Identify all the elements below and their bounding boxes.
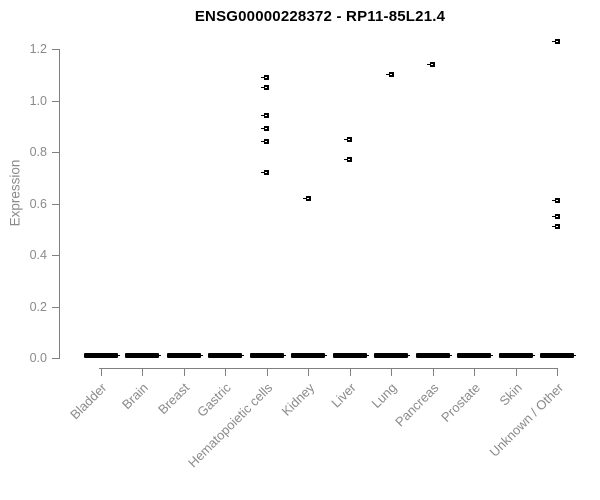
y-tick-mark: [52, 152, 59, 153]
y-axis-label: Expression: [7, 159, 23, 227]
zero-expression-dash: [84, 353, 120, 358]
y-tick-label: 1.2: [29, 42, 47, 56]
y-tick-mark: [52, 203, 59, 205]
x-category-label: Skin: [495, 380, 525, 409]
zero-expression-dash: [415, 353, 452, 358]
y-tick-label: 1.0: [29, 93, 47, 108]
data-point: [302, 195, 311, 201]
y-tick-mark: [52, 306, 59, 308]
x-tick-mark: [101, 369, 102, 376]
x-category-label: Bladder: [67, 380, 110, 423]
data-point: [261, 170, 270, 176]
zero-expression-dash: [540, 353, 577, 358]
data-point: [551, 38, 560, 44]
x-tick-mark: [142, 369, 144, 376]
zero-expression-dash: [498, 353, 535, 358]
data-point: [551, 198, 560, 204]
x-category-label: Gastric: [194, 380, 235, 420]
zero-expression-dash: [374, 353, 411, 358]
x-tick-mark: [183, 369, 185, 376]
x-category-label: Liver: [327, 380, 359, 411]
x-tick-mark: [225, 369, 227, 376]
data-point: [261, 85, 270, 91]
y-tick-mark: [52, 255, 59, 256]
data-point: [551, 224, 560, 230]
x-category-label: Pancreas: [391, 380, 442, 430]
y-tick-label: 0.2: [29, 299, 47, 314]
x-category-label: Prostate: [438, 380, 483, 425]
x-tick-mark: [474, 369, 476, 376]
data-point: [385, 72, 394, 78]
x-tick-mark: [266, 369, 268, 376]
x-category-label: Breast: [155, 380, 193, 418]
y-tick-label: 0.8: [29, 145, 47, 159]
zero-expression-dash: [249, 353, 286, 358]
x-category-label: Unknown / Other: [486, 380, 566, 460]
x-tick-mark: [432, 369, 434, 376]
y-tick-label: 0.0: [29, 351, 47, 365]
data-point: [551, 213, 560, 219]
data-point: [261, 139, 270, 145]
x-tick-mark: [391, 369, 393, 376]
zero-expression-dash: [166, 353, 203, 358]
x-category-label: Lung: [368, 380, 400, 412]
data-point: [261, 113, 270, 119]
x-tick-mark: [515, 369, 517, 376]
y-tick-label: 0.6: [29, 196, 47, 211]
zero-expression-dash: [457, 353, 494, 358]
zero-expression-dash: [125, 353, 162, 358]
x-category-label: Brain: [119, 380, 152, 413]
x-tick-mark: [349, 369, 351, 376]
zero-expression-dash: [332, 353, 369, 358]
y-axis-line: [59, 49, 60, 359]
chart-title: ENSG00000228372 - RP11-85L21.4: [194, 8, 446, 25]
zero-expression-dash: [291, 353, 328, 358]
x-tick-mark: [308, 369, 310, 376]
data-point: [344, 157, 353, 163]
data-point: [261, 74, 270, 80]
data-point: [427, 61, 436, 67]
x-tick-mark: [557, 369, 559, 376]
zero-expression-dash: [208, 353, 245, 358]
y-tick-label: 0.4: [29, 248, 47, 262]
x-axis-line: [99, 368, 558, 369]
y-tick-mark: [52, 358, 59, 359]
data-point: [261, 126, 270, 132]
y-tick-mark: [52, 49, 59, 50]
y-tick-mark: [52, 100, 59, 102]
data-point: [344, 136, 353, 142]
x-category-label: Kidney: [278, 380, 317, 419]
